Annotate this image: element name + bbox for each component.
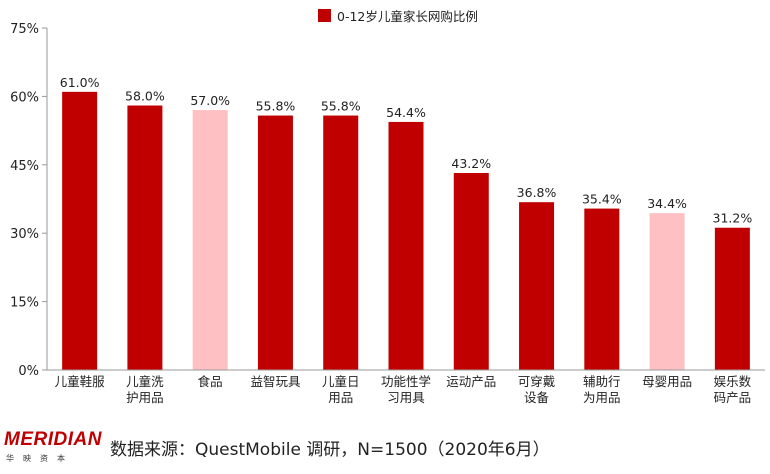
bar (323, 115, 359, 370)
x-tick-label: 辅助行为用品 (583, 374, 621, 405)
logo-subtitle: 华映资本 (6, 454, 74, 463)
x-tick-label: 儿童洗护用品 (126, 374, 164, 405)
x-tick-label: 儿童鞋服 (55, 374, 106, 389)
meridian-logo: MERIDIAN 华映资本 (4, 429, 102, 464)
data-label: 57.0% (190, 93, 230, 108)
logo-text: MERIDIAN (4, 429, 102, 450)
legend-swatch (318, 8, 331, 22)
source-note: 数据来源：QuestMobile 调研，N=1500（2020年6月） (110, 440, 550, 460)
y-axis: 0% 15% 30% 45% 60% 75% (10, 22, 48, 379)
bar (388, 121, 424, 370)
y-tick-label: 45% (10, 159, 39, 174)
x-tick-label: 益智玩具 (250, 374, 301, 389)
y-tick-label: 60% (10, 90, 39, 105)
data-label: 36.8% (517, 185, 557, 200)
footer: MERIDIAN 华映资本 数据来源：QuestMobile 调研，N=1500… (0, 422, 770, 474)
data-label: 34.4% (647, 196, 687, 211)
x-tick-label: 母婴用品 (642, 374, 692, 389)
data-label: 35.4% (582, 192, 622, 207)
y-tick-label: 0% (18, 364, 39, 379)
y-tick-label: 75% (10, 22, 39, 37)
x-tick-label: 可穿戴设备 (518, 374, 556, 405)
data-labels: 61.0% 58.0% 57.0% 55.8% 55.8% 54.4% 43.2% 36.8%… (60, 75, 753, 226)
legend: 0-12岁儿童家长网购比例 (318, 6, 478, 24)
x-tick-label: 娱乐数码产品 (714, 374, 752, 405)
data-label: 43.2% (451, 156, 491, 171)
data-label: 55.8% (321, 99, 361, 114)
x-tick-label: 功能性学习用具 (381, 374, 431, 405)
data-label: 58.0% (125, 89, 165, 104)
bar (584, 208, 620, 370)
x-tick-label: 儿童日用品 (322, 374, 360, 405)
bar (519, 202, 555, 370)
bar (714, 227, 750, 370)
bar (192, 110, 228, 370)
x-tick-label: 运动产品 (446, 374, 496, 389)
bar (62, 91, 98, 370)
y-tick-label: 30% (10, 227, 39, 242)
data-label: 54.4% (386, 105, 426, 120)
bars (62, 91, 750, 371)
data-label: 61.0% (60, 75, 100, 90)
bar (127, 105, 163, 371)
legend-label: 0-12岁儿童家长网购比例 (337, 8, 478, 24)
x-tick-label: 食品 (198, 374, 223, 389)
data-label: 55.8% (256, 99, 296, 114)
bar (257, 115, 293, 370)
bar (453, 173, 489, 370)
data-label: 31.2% (713, 211, 753, 226)
y-tick-label: 15% (10, 296, 39, 311)
bar (649, 213, 685, 370)
